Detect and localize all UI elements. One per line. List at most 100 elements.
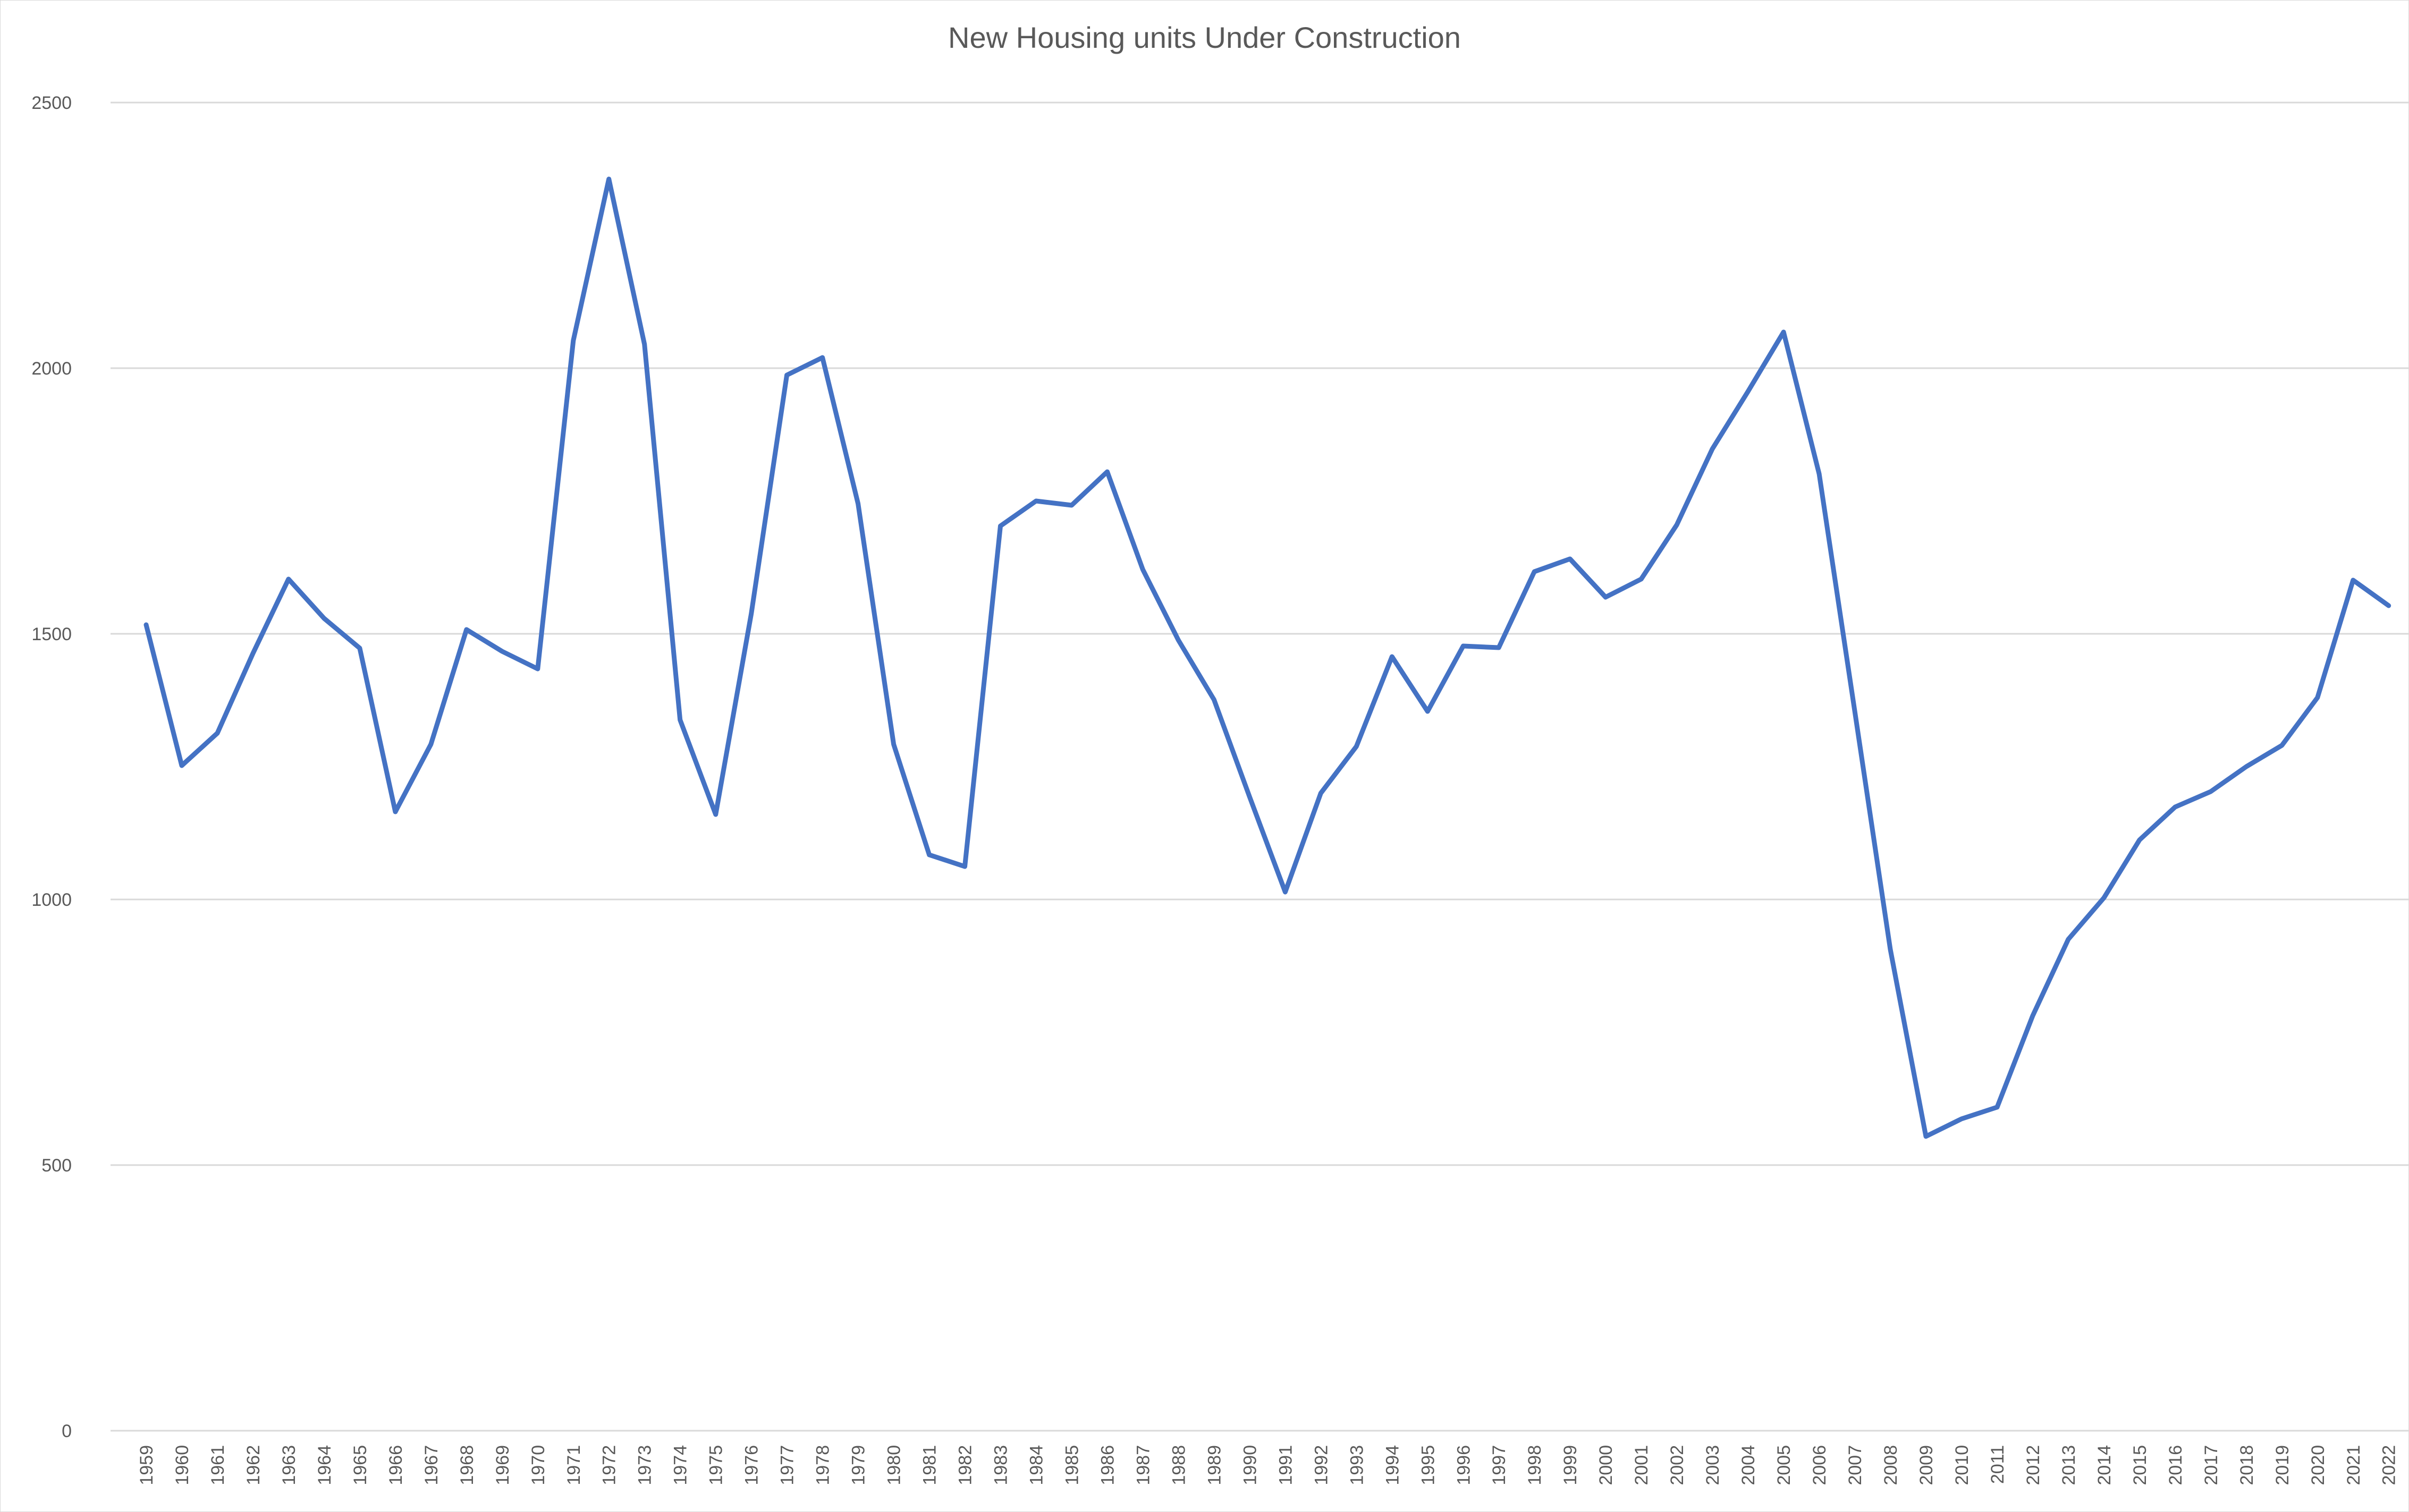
data-point [144,623,148,627]
data-point [1746,389,1750,394]
data-point [2066,937,2070,941]
y-axis-tick-labels: 0 500 1000 1500 2000 2500 [31,93,72,1441]
x-tick-label: 2011 [1988,1445,2008,1484]
data-point [215,731,219,735]
x-tick-label: 1959 [137,1445,157,1485]
data-point [464,627,469,632]
x-tick-label: 1972 [599,1445,620,1485]
data-point [2351,578,2355,582]
x-tick-label: 1991 [1275,1445,1296,1485]
x-tick-label: 1979 [849,1445,869,1485]
x-tick-label: 2013 [2059,1445,2079,1485]
x-tick-label: 1973 [635,1445,655,1485]
x-tick-label: 2010 [1952,1445,1972,1485]
x-tick-label: 1994 [1382,1445,1402,1485]
y-tick-label: 500 [41,1156,72,1176]
y-tick-label: 0 [62,1421,72,1441]
data-point [1176,638,1180,642]
x-tick-label: 1990 [1240,1445,1260,1485]
x-tick-label: 1985 [1062,1445,1082,1485]
x-tick-label: 1984 [1027,1445,1047,1485]
x-tick-label: 2019 [2272,1445,2293,1485]
x-tick-label: 1960 [172,1445,192,1485]
data-point [2280,743,2284,747]
x-tick-label: 2017 [2201,1445,2221,1485]
x-tick-label: 1989 [1204,1445,1224,1485]
y-tick-label: 2000 [31,359,72,379]
data-point [1568,557,1572,561]
data-point [1532,570,1536,574]
x-tick-label: 1998 [1525,1445,1545,1485]
data-point [1140,567,1145,572]
x-tick-label: 1974 [671,1445,691,1485]
data-point [571,338,576,343]
x-tick-label: 1987 [1133,1445,1153,1485]
data-point [1710,447,1714,451]
x-tick-label: 1962 [243,1445,264,1485]
data-point [999,524,1003,528]
x-tick-label: 1961 [208,1445,228,1485]
x-tick-label: 2005 [1774,1445,1794,1485]
x-tick-label: 1971 [564,1445,584,1485]
x-tick-label: 1976 [742,1445,762,1485]
data-point [1995,1105,1999,1109]
x-tick-label: 2007 [1845,1445,1865,1485]
data-point [963,864,967,869]
x-tick-label: 1988 [1169,1445,1189,1485]
x-tick-label: 1986 [1097,1445,1118,1485]
data-point [2102,896,2106,900]
data-point [1461,644,1465,648]
x-tick-label: 1968 [457,1445,477,1485]
x-tick-label: 1970 [528,1445,548,1485]
data-point [1639,577,1643,581]
x-tick-label: 2015 [2130,1445,2150,1485]
data-point [1425,709,1430,713]
data-point [2244,765,2249,769]
data-point [2137,838,2142,842]
data-point [643,342,647,346]
data-point [2031,1014,2035,1018]
x-tick-label: 2004 [1738,1445,1759,1485]
data-point [607,177,611,181]
x-tick-label: 1999 [1560,1445,1580,1485]
data-point [1675,523,1679,527]
data-point [785,373,789,377]
x-tick-label: 2009 [1916,1445,1937,1485]
data-point [1781,330,1786,334]
data-point [2173,805,2177,809]
x-tick-label: 2014 [2094,1445,2115,1485]
gridlines [111,101,2409,1432]
data-point [1888,947,1892,952]
data-point [1318,791,1323,795]
data-point [1924,1134,1928,1139]
data-point [2209,789,2213,794]
data-point [821,355,825,360]
data-point [1069,503,1074,507]
data-point [358,646,362,650]
data-point [856,502,860,506]
data-point [1817,472,1821,476]
x-tick-label: 2008 [1881,1445,1901,1485]
y-tick-label: 1000 [31,890,72,910]
x-tick-label: 2021 [2344,1445,2364,1485]
x-tick-label: 1965 [350,1445,370,1485]
x-tick-label: 1969 [493,1445,513,1485]
data-point [714,812,718,817]
x-tick-label: 1980 [884,1445,905,1485]
x-tick-label: 2012 [2023,1445,2043,1485]
series-line-0 [143,176,2391,1139]
data-point [1497,645,1501,650]
x-tick-label: 1977 [777,1445,798,1485]
x-tick-label: 2000 [1596,1445,1616,1485]
data-point [1959,1117,1964,1121]
x-tick-label: 1992 [1311,1445,1331,1485]
x-tick-label: 2016 [2166,1445,2186,1485]
data-point [322,616,326,621]
x-tick-label: 1964 [315,1445,335,1485]
series-layer [143,176,2391,1139]
data-point [2387,604,2391,608]
x-tick-label: 1975 [706,1445,726,1485]
data-point [2315,695,2320,700]
data-point [927,853,932,857]
